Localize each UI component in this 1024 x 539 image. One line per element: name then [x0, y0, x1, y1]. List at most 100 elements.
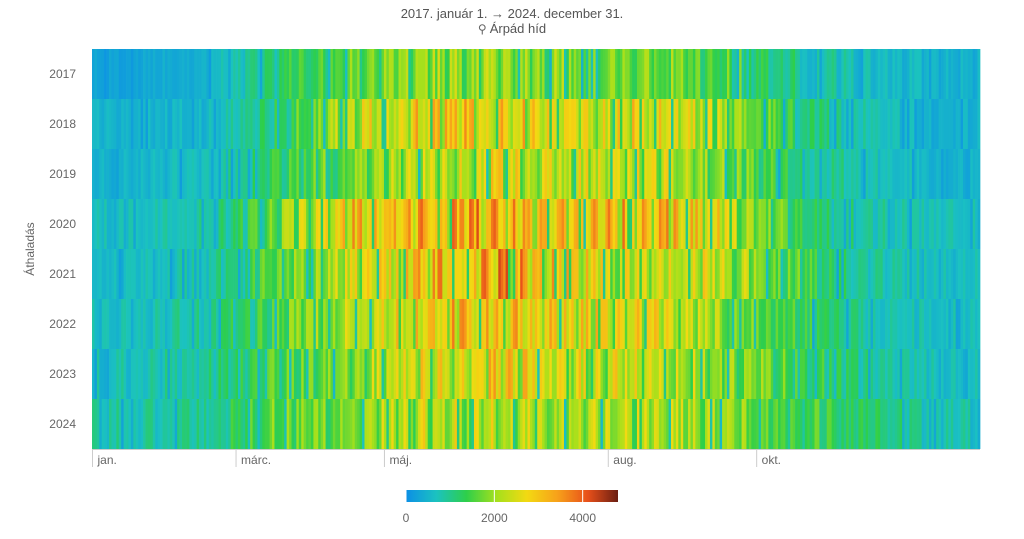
heatmap-cell: [790, 199, 794, 249]
heatmap-cell: [722, 249, 725, 299]
heatmap-cell: [152, 349, 156, 399]
heatmap-cell: [520, 249, 523, 299]
heatmap-cell: [432, 399, 436, 449]
heatmap-cell: [133, 49, 137, 99]
heatmap-cell: [636, 249, 640, 299]
heatmap-cell: [668, 149, 672, 199]
heatmap-cell: [544, 49, 548, 99]
heatmap-cell: [695, 399, 699, 449]
heatmap-cell: [605, 399, 609, 449]
heatmap-cell: [430, 49, 433, 99]
heatmap-cell: [826, 249, 830, 299]
heatmap-cell: [225, 149, 229, 199]
heatmap-cell: [364, 399, 368, 449]
heatmap-cell: [422, 99, 426, 149]
heatmap-cell: [342, 299, 346, 349]
heatmap-cell: [807, 349, 811, 399]
heatmap-cell: [500, 99, 504, 149]
heatmap-cell: [868, 49, 871, 99]
heatmap-cell: [624, 199, 628, 249]
heatmap-cell: [790, 399, 794, 449]
heatmap-cell: [941, 99, 944, 149]
heatmap-cell: [826, 49, 830, 99]
heatmap-cell: [673, 199, 677, 249]
heatmap-cell: [724, 399, 728, 449]
heatmap-cell: [809, 349, 813, 399]
heatmap-cell: [459, 149, 463, 199]
heatmap-cell: [340, 99, 343, 149]
heatmap-cell: [293, 49, 297, 99]
heatmap-cell: [712, 199, 716, 249]
heatmap-cell: [658, 99, 662, 149]
heatmap-cell: [430, 349, 433, 399]
heatmap-cell: [442, 399, 446, 449]
heatmap-cell: [719, 99, 723, 149]
heatmap-cell: [257, 149, 261, 199]
heatmap-cell: [281, 49, 285, 99]
heatmap-cell: [493, 399, 497, 449]
heatmap-cell: [130, 299, 134, 349]
heatmap-cell: [911, 399, 915, 449]
heatmap-cell: [663, 149, 667, 199]
heatmap-cell: [921, 249, 925, 299]
heatmap-cell: [109, 349, 112, 399]
heatmap-cell: [408, 249, 412, 299]
heatmap-cell: [885, 199, 888, 249]
heatmap-cell: [269, 249, 273, 299]
heatmap-cell: [887, 249, 891, 299]
heatmap-cell: [724, 149, 728, 199]
heatmap-cell: [325, 199, 329, 249]
heatmap-cell: [359, 249, 363, 299]
heatmap-cell: [269, 199, 273, 249]
heatmap-cell: [143, 199, 146, 249]
heatmap-cell: [731, 149, 735, 199]
heatmap-cell: [527, 199, 531, 249]
heatmap-cell: [678, 399, 682, 449]
heatmap-cell: [444, 299, 448, 349]
heatmap-cell: [629, 299, 633, 349]
heatmap-cell: [306, 199, 309, 249]
heatmap-cell: [612, 149, 616, 199]
heatmap-cell: [439, 149, 443, 199]
heatmap-cell: [315, 199, 319, 249]
heatmap-cell: [162, 99, 166, 149]
heatmap-cell: [651, 49, 655, 99]
heatmap-cell: [658, 199, 662, 249]
heatmap-cell: [661, 149, 665, 199]
heatmap-cell: [318, 299, 322, 349]
heatmap-cell: [386, 349, 390, 399]
heatmap-cell: [588, 199, 592, 249]
heatmap-cell: [279, 399, 283, 449]
heatmap-cell: [751, 299, 755, 349]
heatmap-cell: [924, 349, 927, 399]
heatmap-cell: [863, 399, 866, 449]
heatmap-cell: [182, 249, 185, 299]
heatmap-cell: [529, 49, 533, 99]
heatmap-cell: [262, 299, 266, 349]
heatmap-cell: [478, 149, 482, 199]
heatmap-cell: [512, 299, 516, 349]
heatmap-cell: [724, 249, 728, 299]
heatmap-cell: [508, 399, 511, 449]
heatmap-cell: [522, 199, 526, 249]
heatmap-cell: [746, 299, 750, 349]
heatmap-cell: [778, 349, 781, 399]
heatmap-cell: [641, 49, 645, 99]
heatmap-cell: [503, 99, 506, 149]
heatmap-cell: [94, 149, 98, 199]
heatmap-cell: [262, 199, 266, 249]
heatmap-cell: [320, 249, 324, 299]
heatmap-cell: [583, 399, 587, 449]
heatmap-cell: [301, 49, 305, 99]
heatmap-cell: [310, 249, 314, 299]
heatmap-cell: [702, 99, 706, 149]
heatmap-cell: [909, 99, 913, 149]
heatmap-cell: [495, 349, 499, 399]
heatmap-cell: [143, 349, 146, 399]
heatmap-cell: [306, 149, 309, 199]
heatmap-cell: [853, 299, 857, 349]
heatmap-cell: [970, 149, 974, 199]
heatmap-cell: [327, 299, 331, 349]
heatmap-cell: [237, 149, 241, 199]
heatmap-cell: [556, 249, 560, 299]
